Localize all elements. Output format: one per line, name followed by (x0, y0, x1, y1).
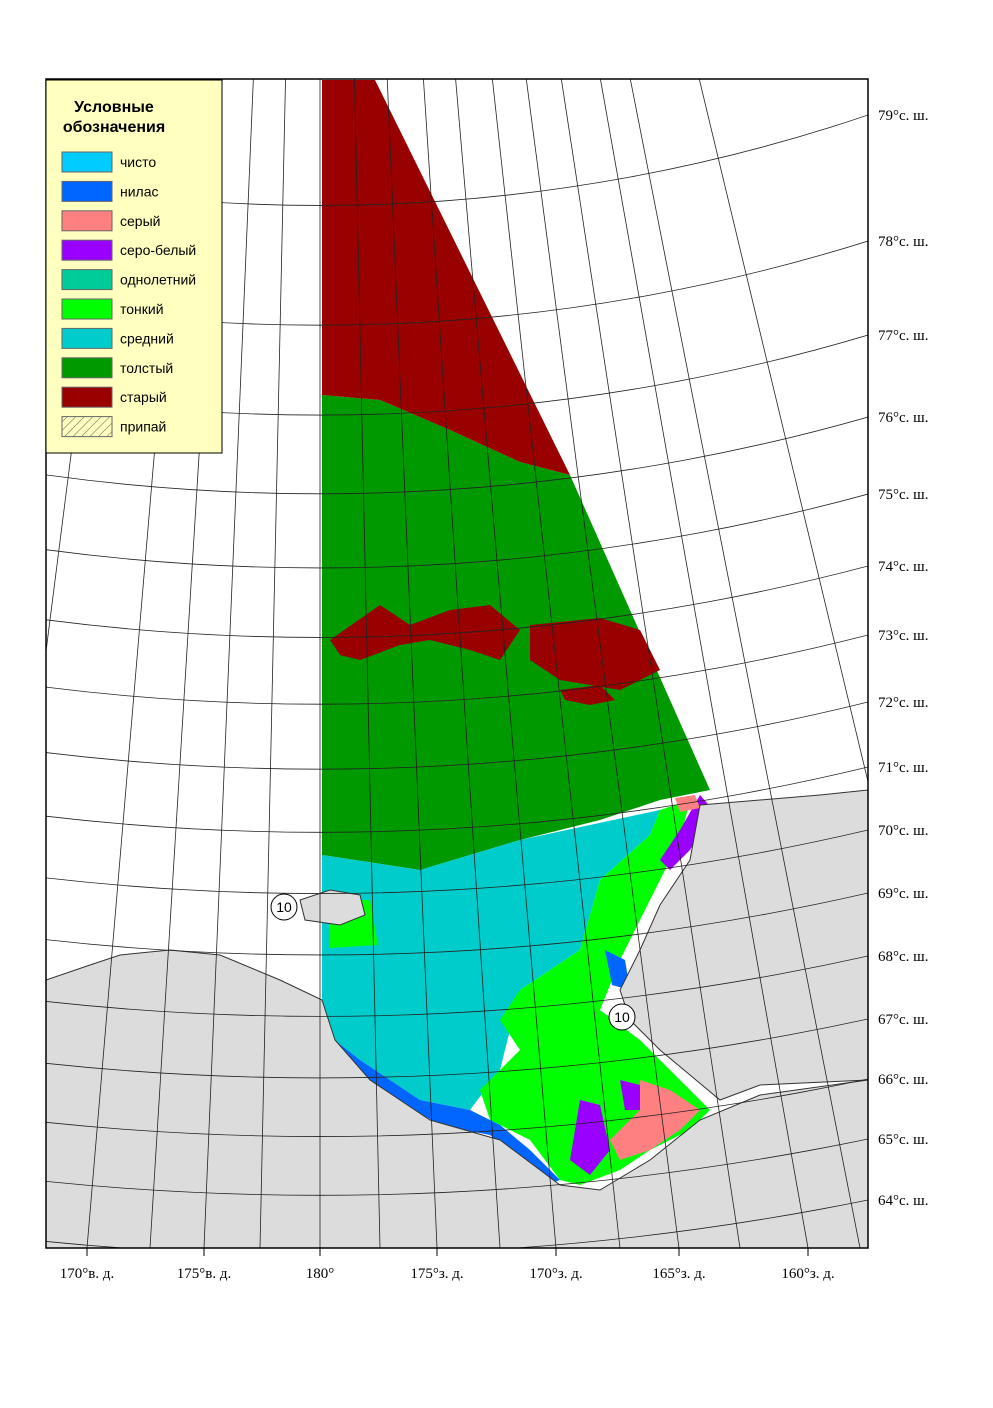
old-ice-patch (560, 685, 615, 705)
longitude-label: 170°з. д. (529, 1266, 582, 1282)
grey-white-ice (620, 1080, 645, 1110)
latitude-label: 69°с. ш. (878, 886, 928, 902)
ice-zones (322, 80, 715, 1185)
legend-label: средний (120, 330, 174, 346)
legend-swatch (61, 180, 113, 202)
grey-white-ice (570, 1100, 610, 1175)
legend-title: Условные (74, 99, 154, 116)
meridian (599, 79, 809, 1248)
latitude-label: 66°с. ш. (878, 1072, 928, 1088)
meridian (259, 79, 286, 1248)
latitude-label: 71°с. ш. (878, 760, 928, 776)
legend-label: старый (120, 389, 167, 405)
old-ice (322, 80, 570, 475)
latitude-label: 67°с. ш. (878, 1012, 928, 1028)
latitude-label: 76°с. ш. (878, 410, 928, 426)
legend-title: обозначения (63, 119, 165, 136)
wrangel-island (299, 889, 366, 926)
legend-label: нилас (120, 183, 159, 199)
latitude-label: 73°с. ш. (878, 628, 928, 644)
legend-swatch (61, 210, 113, 232)
meridian (149, 79, 223, 1248)
legend-swatch (61, 298, 113, 320)
legend-swatch (61, 239, 113, 261)
meridian (203, 79, 254, 1248)
meridian (386, 79, 438, 1248)
alaska (619, 789, 868, 1101)
annotation: 10 10 (270, 893, 636, 1031)
latitude-label: 78°с. ш. (878, 234, 928, 250)
old-ice-patch (330, 605, 520, 660)
latitude-label: 74°с. ш. (878, 559, 928, 575)
legend-swatch (61, 416, 113, 438)
latitude-label: 79°с. ш. (878, 108, 928, 124)
legend-label: толстый (120, 360, 173, 376)
longitude-label: 170°в. д. (60, 1266, 114, 1282)
graticule-labels: 79°с. ш. 78°с. ш. 77°с. ш. 76°с. ш. 75°с. ш.… (60, 108, 929, 1282)
legend-label: однолетний (120, 272, 196, 288)
legend-swatch (61, 386, 113, 408)
meridian (629, 79, 861, 1248)
latitude-label: 65°с. ш. (878, 1132, 928, 1148)
longitude-label: 175°з. д. (410, 1266, 463, 1282)
legend-label: серо-белый (120, 242, 196, 258)
old-ice-patch (530, 618, 660, 690)
latitude-label: 64°с. ш. (878, 1193, 928, 1209)
graticule (46, 79, 868, 1248)
legend-label: чисто (120, 154, 156, 170)
grey-ice (610, 1080, 700, 1160)
annotation-label: 10 (614, 1009, 630, 1025)
meridian (423, 79, 501, 1248)
map-body (46, 79, 868, 1248)
legend-swatch (61, 151, 113, 173)
meridian (86, 79, 187, 1248)
map-frame (45, 78, 869, 1249)
legend-label: тонкий (120, 301, 164, 317)
legend-swatch (61, 327, 113, 349)
meridian (525, 79, 680, 1248)
legend-label: припай (120, 419, 166, 435)
latitude-label: 77°с. ш. (878, 328, 928, 344)
medium-ice (322, 810, 660, 1110)
latitude-label: 72°с. ш. (878, 695, 928, 711)
meridian (455, 79, 557, 1248)
legend: Условные обозначения чисто нилас серый серо… (45, 79, 223, 454)
annotation-label: 10 (276, 899, 292, 915)
nilas (322, 1030, 560, 1185)
nilas (605, 950, 630, 990)
latitude-label: 68°с. ш. (878, 949, 928, 965)
legend-swatch (61, 357, 113, 379)
longitude-label: 175°в. д. (177, 1266, 231, 1282)
latitude-label: 75°с. ш. (878, 487, 928, 503)
legend-label: серый (120, 213, 160, 229)
latitude-label: 70°с. ш. (878, 823, 928, 839)
legend-swatch (61, 269, 113, 291)
longitude-label: 180° (306, 1266, 335, 1282)
longitude-label: 160°з. д. (781, 1266, 834, 1282)
longitude-label: 165°з. д. (652, 1266, 705, 1282)
meridian (354, 79, 381, 1248)
meridian (491, 79, 621, 1248)
meridian (560, 79, 741, 1248)
